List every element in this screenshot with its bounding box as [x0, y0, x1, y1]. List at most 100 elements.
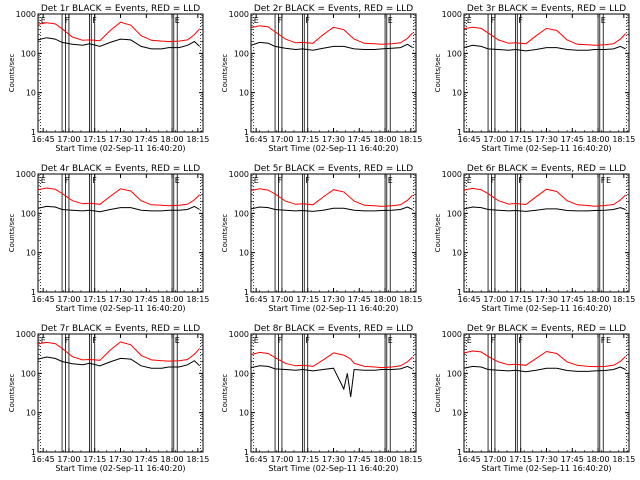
x-tick-label: 17:30 — [109, 455, 132, 464]
x-tick-label: 18:00 — [587, 455, 610, 464]
x-tick-label: 18:00 — [161, 295, 184, 304]
x-tick-label: 16:45 — [32, 455, 55, 464]
y-axis-title: Counts/sec — [8, 214, 16, 253]
y-tick-label: 10 — [452, 249, 462, 258]
x-tick-label: 17:30 — [322, 295, 345, 304]
x-tick-label: 17:15 — [83, 135, 106, 144]
x-tick-label: 17:00 — [270, 455, 293, 464]
events-series-line — [37, 356, 200, 369]
y-axis-title: Counts/sec — [221, 214, 229, 253]
interval-annotation: F — [92, 16, 97, 25]
y-tick-label: 1000 — [229, 170, 249, 179]
x-tick-label: 18:15 — [399, 295, 422, 304]
y-tick-label: 10 — [26, 249, 36, 258]
x-tick-label: 17:45 — [348, 295, 371, 304]
y-axis-title: Counts/sec — [434, 374, 442, 413]
interval-annotation: F — [278, 176, 283, 185]
x-tick-label: 18:00 — [161, 135, 184, 144]
x-tick-label: 17:45 — [561, 455, 584, 464]
y-tick-label: 1 — [244, 288, 249, 297]
x-tick-label: 18:15 — [186, 295, 209, 304]
x-tick-label: 17:45 — [135, 455, 158, 464]
y-axis-title: Counts/sec — [8, 374, 16, 413]
panel-title: Det 6r BLACK = Events, RED = LLD — [467, 164, 626, 174]
x-tick-label: 17:45 — [561, 135, 584, 144]
panel-title: Det 4r BLACK = Events, RED = LLD — [41, 164, 200, 174]
interval-annotation: E — [175, 16, 180, 25]
x-tick-label: 17:15 — [296, 455, 319, 464]
interval-annotation: E — [601, 16, 606, 25]
x-tick-label: 17:30 — [535, 455, 558, 464]
chart-panel-9: Det 9r BLACK = Events, RED = LLD 1 10 100 10… — [434, 324, 635, 473]
interval-annotation: E — [254, 176, 259, 185]
events-series-line — [250, 206, 413, 212]
events-series-line — [37, 205, 200, 213]
interval-annotation: F — [278, 16, 283, 25]
x-tick-label: 17:30 — [322, 135, 345, 144]
chart-panel-1: Det 1r BLACK = Events, RED = LLD 1 10 100 10… — [8, 4, 209, 153]
x-tick-label: 17:00 — [57, 455, 80, 464]
x-tick-label: 18:15 — [399, 135, 422, 144]
y-tick-label: 1 — [457, 288, 462, 297]
interval-annotation: F — [65, 336, 70, 345]
plot-frame — [250, 13, 417, 133]
x-tick-label: 16:45 — [458, 295, 481, 304]
x-tick-label: 17:15 — [509, 455, 532, 464]
events-series-line — [463, 365, 626, 373]
y-tick-label: 1000 — [229, 10, 249, 19]
x-axis-title: Start Time (02-Sep-11 16:40:20) — [55, 144, 185, 153]
x-tick-label: 18:00 — [374, 295, 397, 304]
y-tick-label: 10 — [26, 89, 36, 98]
y-tick-label: 100 — [447, 209, 462, 218]
y-tick-label: 1000 — [229, 330, 249, 339]
x-tick-label: 18:00 — [374, 135, 397, 144]
x-tick-label: 17:45 — [135, 295, 158, 304]
interval-annotation: F — [491, 336, 496, 345]
interval-annotation: F — [305, 336, 310, 345]
x-tick-label: 17:15 — [83, 455, 106, 464]
events-series-line — [250, 41, 413, 51]
panel-title: Det 3r BLACK = Events, RED = LLD — [467, 4, 626, 14]
events-series-line — [463, 206, 626, 212]
y-tick-label: 1 — [244, 128, 249, 137]
interval-annotation: F — [491, 176, 496, 185]
y-tick-label: 10 — [239, 409, 249, 418]
x-tick-label: 17:00 — [270, 135, 293, 144]
x-tick-label: 17:15 — [509, 295, 532, 304]
interval-annotation: E — [606, 336, 611, 345]
x-tick-label: 17:30 — [535, 135, 558, 144]
interval-annotation: F — [518, 16, 523, 25]
events-series-line — [37, 37, 200, 50]
lld-series-line — [463, 187, 626, 207]
chart-panel-2: Det 2r BLACK = Events, RED = LLD 1 10 100 10… — [221, 4, 422, 153]
x-tick-label: 17:30 — [322, 455, 345, 464]
y-axis-title: Counts/sec — [8, 54, 16, 93]
plot-frame — [463, 13, 630, 133]
x-tick-label: 16:45 — [245, 295, 268, 304]
interval-annotation: E — [254, 336, 259, 345]
x-tick-label: 18:15 — [186, 455, 209, 464]
lld-series-line — [250, 188, 413, 207]
x-tick-label: 17:45 — [348, 135, 371, 144]
y-axis-title: Counts/sec — [434, 54, 442, 93]
y-tick-label: 100 — [234, 209, 249, 218]
x-tick-label: 17:30 — [109, 295, 132, 304]
x-tick-label: 17:15 — [296, 295, 319, 304]
plot-frame — [37, 173, 204, 293]
events-series-line — [250, 365, 413, 398]
x-axis-title: Start Time (02-Sep-11 16:40:20) — [55, 464, 185, 473]
x-tick-label: 16:45 — [458, 135, 481, 144]
x-tick-label: 17:00 — [483, 295, 506, 304]
y-tick-label: 1 — [31, 448, 36, 457]
panel-title: Det 7r BLACK = Events, RED = LLD — [41, 324, 200, 334]
y-tick-label: 1 — [457, 128, 462, 137]
x-tick-label: 17:00 — [270, 295, 293, 304]
y-tick-label: 100 — [21, 369, 36, 378]
interval-annotation: F — [65, 176, 70, 185]
y-tick-label: 1000 — [442, 170, 462, 179]
lld-series-line — [37, 21, 200, 43]
interval-annotation: F — [518, 176, 523, 185]
y-tick-label: 1 — [244, 448, 249, 457]
panel-title: Det 2r BLACK = Events, RED = LLD — [254, 4, 413, 14]
